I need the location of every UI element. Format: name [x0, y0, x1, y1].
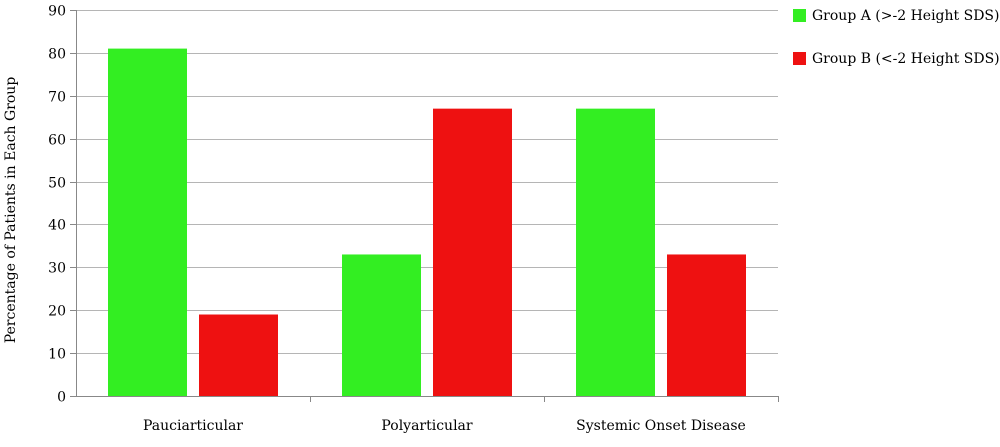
- y-tick-label: 80: [48, 47, 66, 63]
- y-tick-label: 60: [48, 133, 66, 149]
- y-tick-labels: 0 10 20 30 40 50 60 70 80 90: [48, 4, 66, 406]
- y-tick-label: 0: [57, 390, 66, 406]
- legend-label: Group A (>-2 Height SDS): [812, 8, 999, 24]
- y-axis-label: Percentage of Patients in Each Group: [3, 77, 19, 344]
- x-tick-label: Polyarticular: [381, 418, 472, 434]
- bars: [108, 48, 746, 397]
- bar-group-b: [667, 254, 746, 396]
- y-tick-label: 40: [48, 218, 66, 234]
- bar-group-b: [433, 108, 512, 397]
- gridlines: [76, 10, 778, 354]
- x-tick-label: Systemic Onset Disease: [576, 418, 746, 434]
- bar-group-a: [108, 48, 187, 396]
- axes: [70, 10, 779, 402]
- x-tick-label: Pauciarticular: [143, 418, 243, 434]
- legend-label: Group B (<-2 Height SDS): [812, 51, 1000, 67]
- y-tick-label: 90: [48, 4, 66, 20]
- legend-swatch: [793, 52, 806, 65]
- bar-group-b: [199, 314, 278, 396]
- y-tick-label: 50: [48, 176, 66, 192]
- legend-swatch: [793, 9, 806, 22]
- bar-group-a: [576, 108, 655, 397]
- legend: Group A (>-2 Height SDS) Group B (<-2 Hei…: [793, 8, 1000, 67]
- y-tick-label: 10: [48, 347, 66, 363]
- y-tick-label: 30: [48, 261, 66, 277]
- bar-group-a: [342, 254, 421, 396]
- y-tick-label: 70: [48, 90, 66, 106]
- x-tick-labels: Pauciarticular Polyarticular Systemic Onse…: [143, 418, 746, 434]
- y-tick-label: 20: [48, 304, 66, 320]
